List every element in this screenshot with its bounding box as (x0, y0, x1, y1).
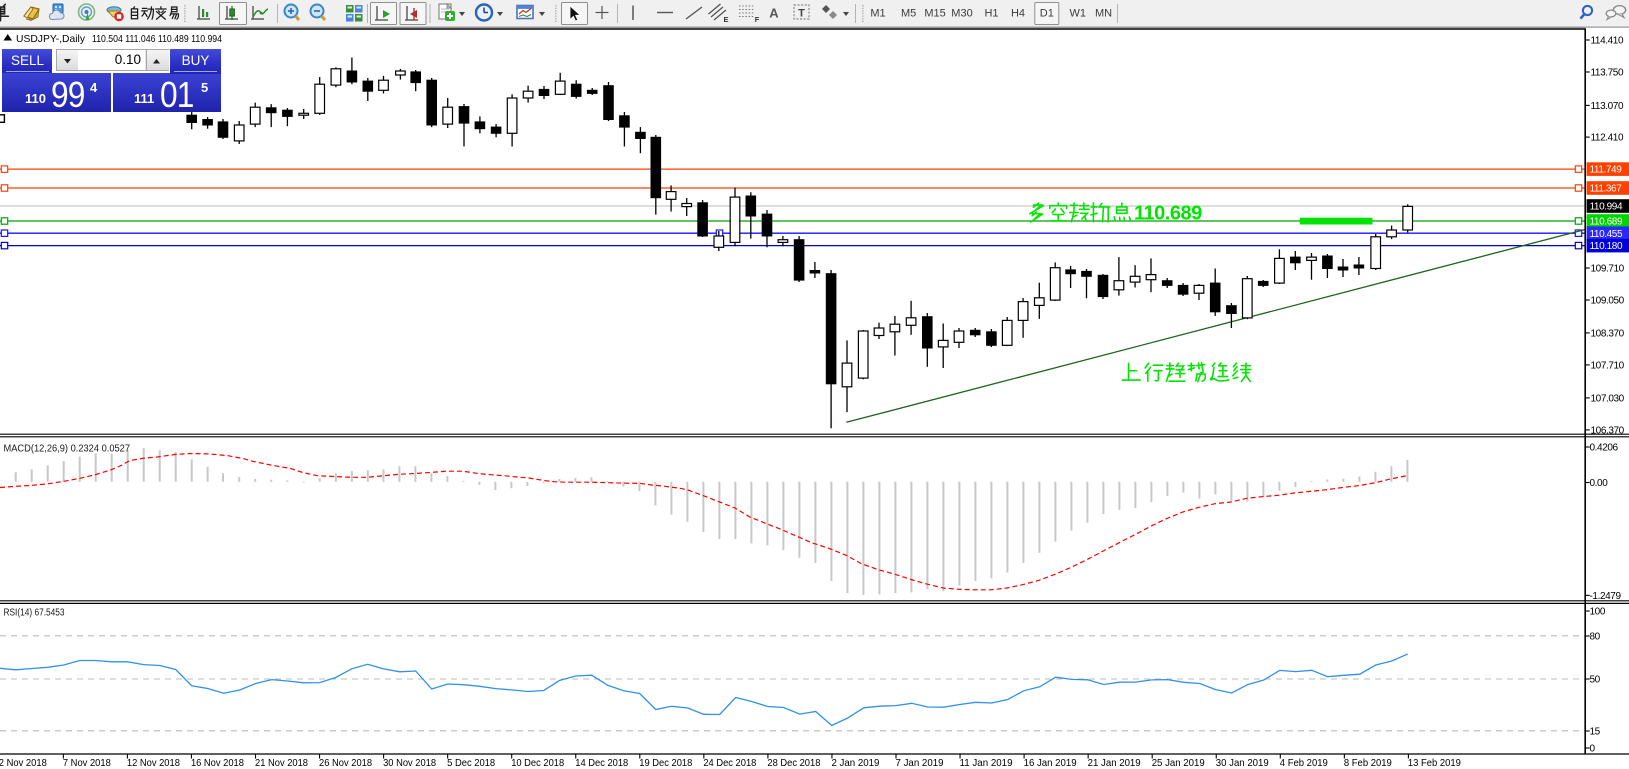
svg-text:0.00: 0.00 (1590, 478, 1609, 489)
svg-text:2 Jan 2019: 2 Jan 2019 (831, 757, 879, 769)
svg-text:W1: W1 (1069, 8, 1086, 20)
svg-text:113.750: 113.750 (1591, 68, 1624, 79)
svg-text:D1: D1 (1040, 8, 1054, 20)
svg-text:H4: H4 (1011, 8, 1025, 20)
svg-text:25 Jan 2019: 25 Jan 2019 (1152, 757, 1205, 769)
svg-text:110.504 111.046 110.489 110.99: 110.504 111.046 110.489 110.994 (92, 33, 222, 45)
svg-text:21 Jan 2019: 21 Jan 2019 (1088, 757, 1141, 769)
svg-text:110.455: 110.455 (1590, 229, 1623, 240)
svg-text:H1: H1 (984, 8, 998, 20)
svg-text:106.370: 106.370 (1591, 426, 1625, 437)
svg-text:0: 0 (1590, 744, 1596, 755)
svg-text:15: 15 (1590, 727, 1601, 738)
svg-text:110.994: 110.994 (1590, 202, 1623, 213)
svg-text:109.710: 109.710 (1591, 264, 1625, 275)
svg-text:21 Nov 2018: 21 Nov 2018 (255, 757, 308, 769)
svg-text:11 Jan 2019: 11 Jan 2019 (960, 757, 1013, 769)
svg-text:A: A (769, 6, 779, 21)
svg-text:8 Feb 2019: 8 Feb 2019 (1344, 757, 1392, 769)
svg-text:2 Nov 2018: 2 Nov 2018 (0, 757, 47, 769)
svg-text:10 Dec 2018: 10 Dec 2018 (511, 757, 564, 769)
svg-text:USDJPY-,Daily: USDJPY-,Daily (16, 33, 86, 45)
svg-text:E: E (723, 15, 728, 24)
svg-text:5 Dec 2018: 5 Dec 2018 (447, 757, 495, 769)
svg-text:50: 50 (1590, 675, 1601, 686)
svg-text:30 Nov 2018: 30 Nov 2018 (383, 757, 436, 769)
svg-text:110.180: 110.180 (1590, 241, 1623, 252)
svg-text:30 Jan 2019: 30 Jan 2019 (1216, 757, 1269, 769)
svg-text:12 Nov 2018: 12 Nov 2018 (127, 757, 180, 769)
svg-text:MACD(12,26,9) 0.2324 0.0527: MACD(12,26,9) 0.2324 0.0527 (4, 444, 131, 455)
svg-text:109.050: 109.050 (1591, 296, 1625, 307)
svg-text:112.410: 112.410 (1591, 133, 1624, 144)
svg-text:113.070: 113.070 (1591, 101, 1624, 112)
svg-text:M15: M15 (924, 8, 945, 20)
svg-text:M5: M5 (901, 8, 916, 20)
svg-text:110.689: 110.689 (1134, 203, 1202, 225)
svg-text:114.410: 114.410 (1591, 36, 1624, 47)
svg-text:16 Nov 2018: 16 Nov 2018 (191, 757, 244, 769)
svg-text:28 Dec 2018: 28 Dec 2018 (767, 757, 820, 769)
svg-text:14 Dec 2018: 14 Dec 2018 (575, 757, 628, 769)
svg-text:24 Dec 2018: 24 Dec 2018 (703, 757, 756, 769)
svg-text:MN: MN (1095, 8, 1112, 20)
svg-text:110.689: 110.689 (1590, 217, 1623, 228)
svg-text:M1: M1 (870, 8, 885, 20)
svg-text:0.4206: 0.4206 (1590, 443, 1619, 454)
svg-text:F: F (755, 15, 760, 24)
svg-text:80: 80 (1590, 632, 1601, 643)
svg-text:M30: M30 (951, 8, 972, 20)
svg-text:-1.2479: -1.2479 (1590, 591, 1622, 602)
svg-text:4 Feb 2019: 4 Feb 2019 (1280, 757, 1328, 769)
svg-text:26 Nov 2018: 26 Nov 2018 (319, 757, 372, 769)
svg-text:7 Jan 2019: 7 Jan 2019 (896, 757, 944, 769)
svg-text:13 Feb 2019: 13 Feb 2019 (1408, 757, 1461, 769)
svg-text:T: T (798, 8, 805, 20)
svg-text:100: 100 (1590, 607, 1606, 618)
svg-text:RSI(14) 67.5453: RSI(14) 67.5453 (4, 608, 65, 619)
svg-text:111.367: 111.367 (1590, 184, 1623, 195)
svg-text:107.030: 107.030 (1591, 394, 1625, 405)
svg-text:108.370: 108.370 (1591, 329, 1625, 340)
svg-text:111.749: 111.749 (1590, 165, 1623, 176)
svg-text:107.710: 107.710 (1591, 361, 1625, 372)
svg-text:7 Nov 2018: 7 Nov 2018 (63, 757, 111, 769)
svg-text:16 Jan 2019: 16 Jan 2019 (1024, 757, 1077, 769)
svg-text:19 Dec 2018: 19 Dec 2018 (639, 757, 692, 769)
